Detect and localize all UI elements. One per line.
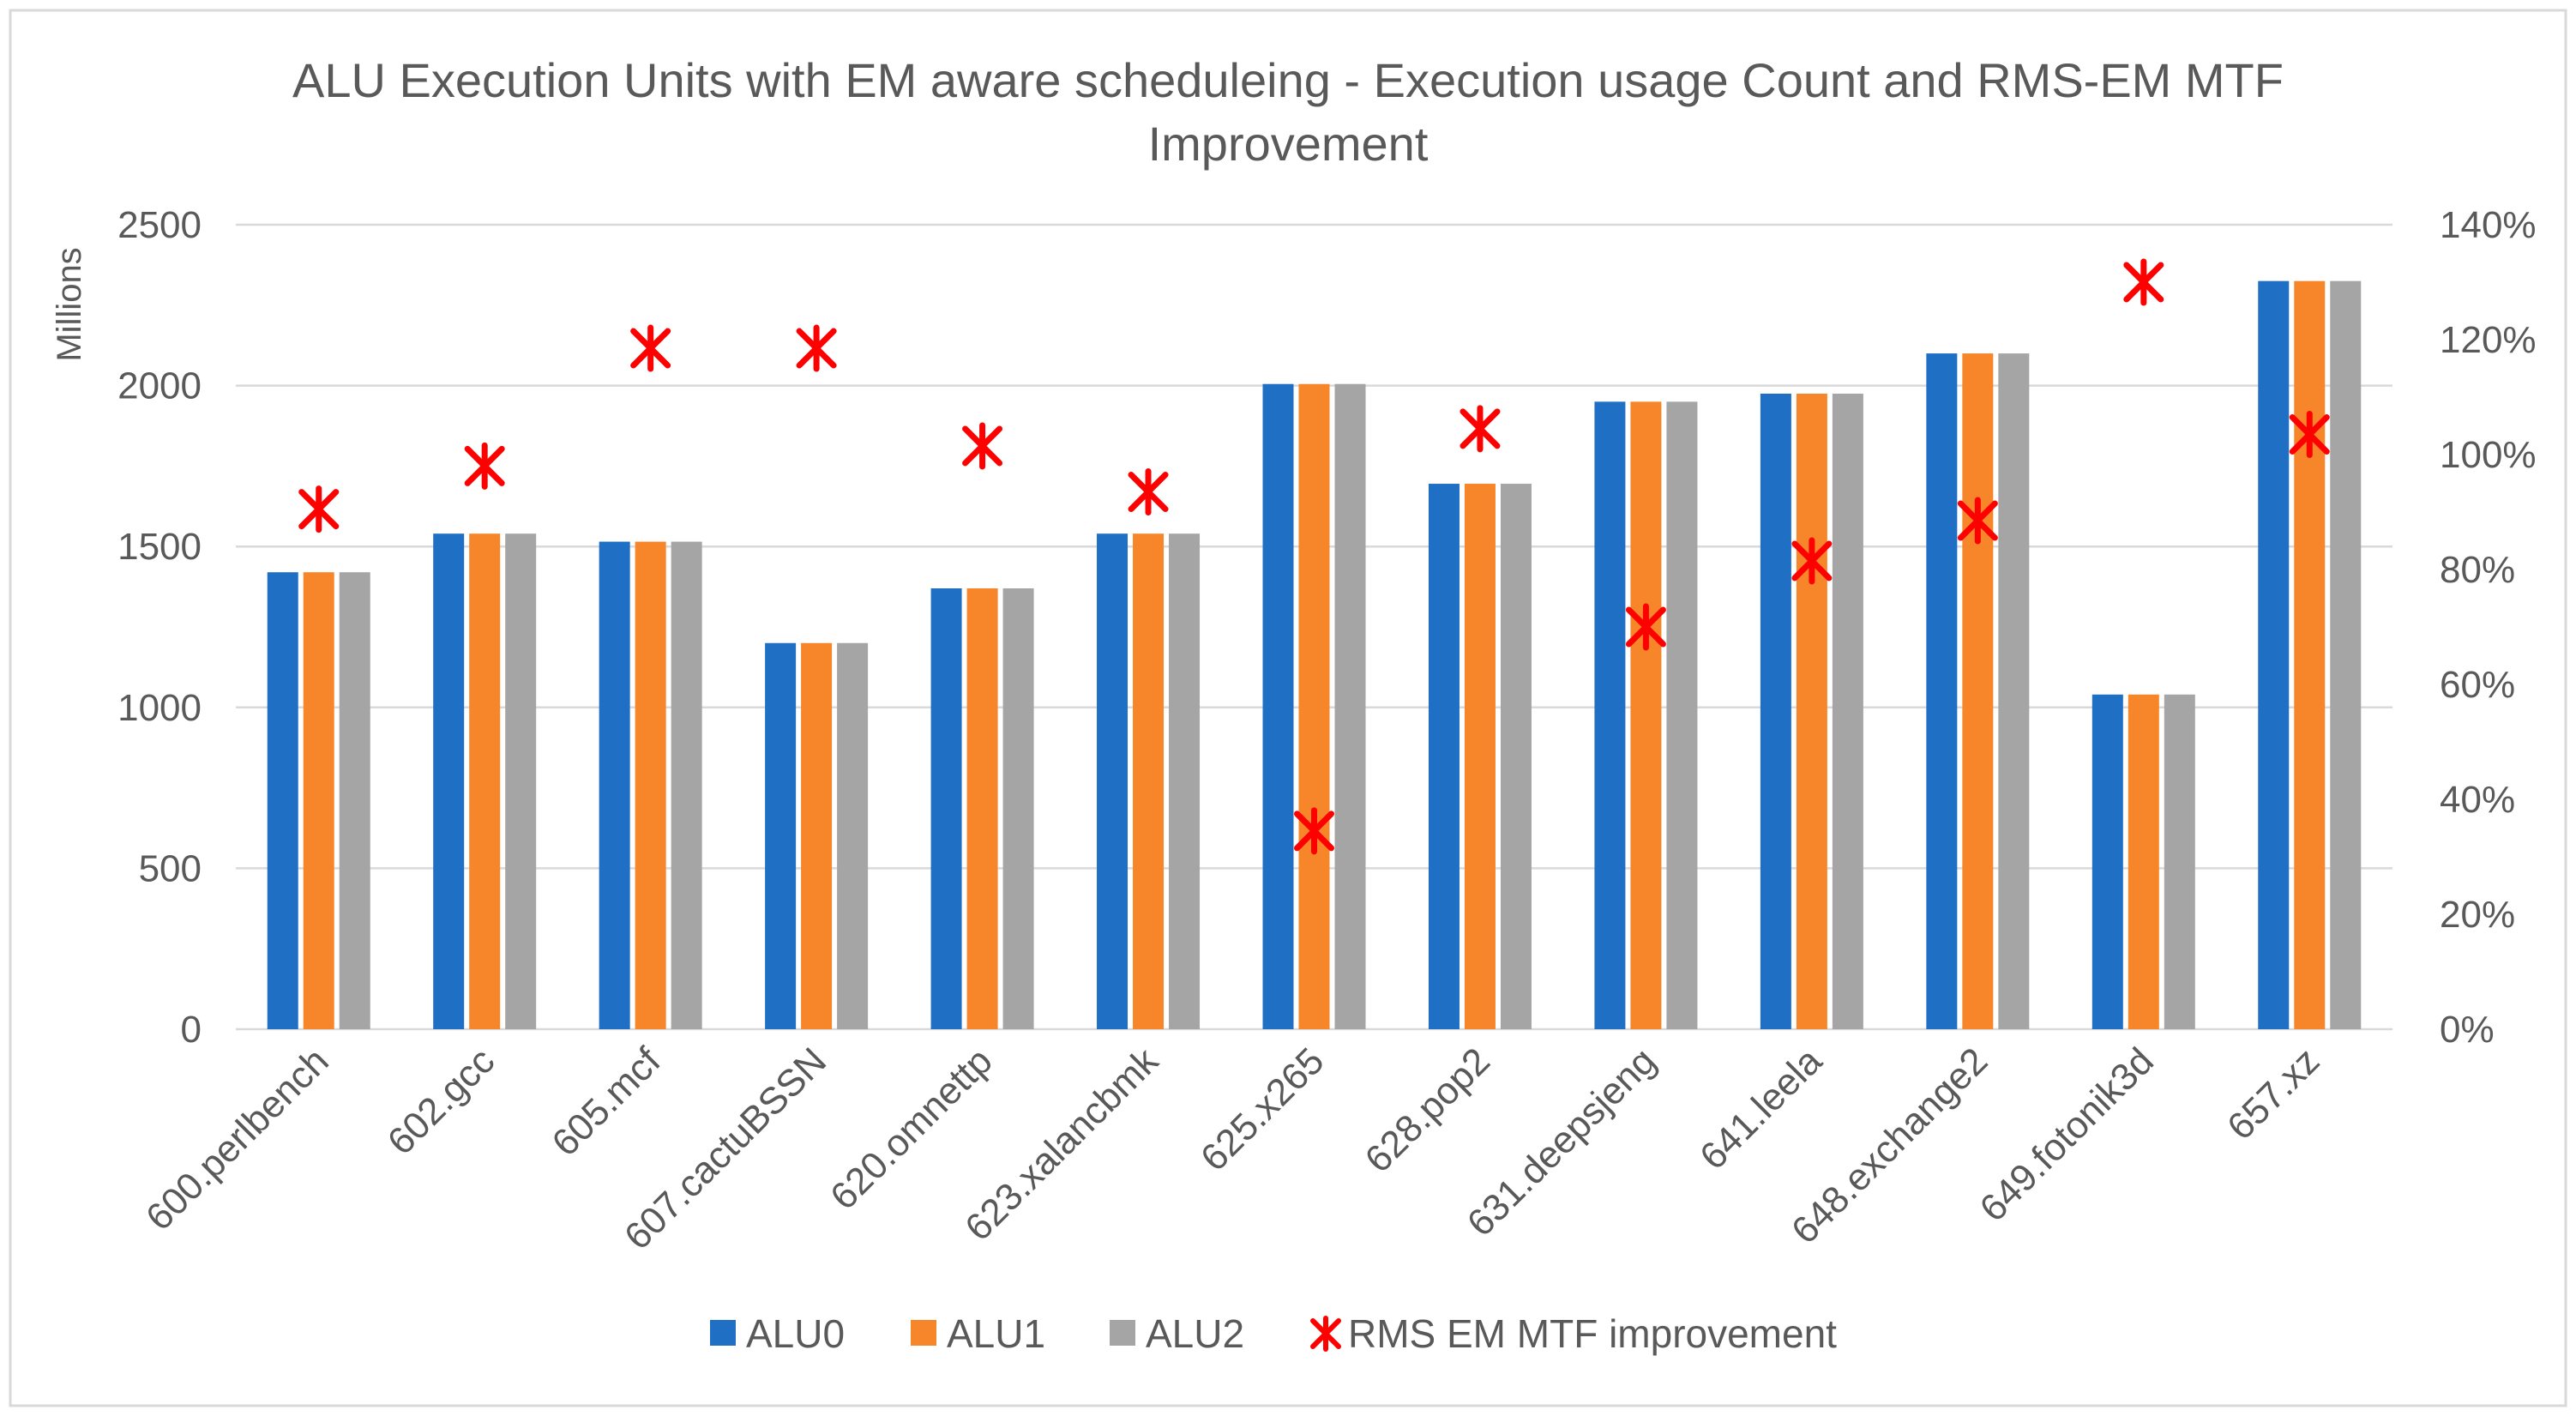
marker-rms-em-mtf bbox=[1791, 537, 1833, 585]
bar-alu1 bbox=[2128, 694, 2159, 1029]
y2-tick-label: 120% bbox=[2440, 319, 2537, 361]
marker-rms-em-mtf bbox=[796, 324, 837, 372]
bar-alu1 bbox=[1298, 383, 1330, 1029]
bar-alu0 bbox=[765, 642, 797, 1029]
bar-alu0 bbox=[599, 541, 630, 1029]
bar-alu1 bbox=[1464, 484, 1496, 1029]
marker-rms-em-mtf bbox=[630, 324, 671, 372]
bar-alu0 bbox=[1926, 353, 1958, 1030]
bar-alu1 bbox=[469, 533, 501, 1029]
marker-rms-em-mtf bbox=[1294, 807, 1334, 855]
bar-alu1 bbox=[801, 642, 833, 1029]
legend-label: ALU2 bbox=[1146, 1311, 1244, 1356]
bar-alu2 bbox=[2164, 694, 2195, 1029]
bar-alu2 bbox=[1832, 393, 1863, 1030]
bar-alu0 bbox=[1262, 383, 1294, 1029]
bar-alu2 bbox=[1334, 383, 1366, 1029]
marker-rms-em-mtf bbox=[464, 442, 505, 490]
markers bbox=[298, 258, 2330, 855]
bars bbox=[267, 280, 2362, 1030]
y2-tick-label: 140% bbox=[2440, 204, 2537, 246]
legend-label: ALU0 bbox=[746, 1311, 845, 1356]
y-axis-title: Millions bbox=[51, 247, 88, 361]
bar-alu2 bbox=[1169, 533, 1201, 1029]
bar-alu2 bbox=[837, 642, 869, 1029]
bar-alu1 bbox=[1630, 401, 1662, 1029]
bar-alu0 bbox=[433, 533, 465, 1029]
bar-alu0 bbox=[1428, 484, 1460, 1029]
legend-label: ALU1 bbox=[947, 1311, 1045, 1356]
bar-alu0 bbox=[1594, 401, 1626, 1029]
bar-alu2 bbox=[1998, 353, 2030, 1030]
legend: ALU0 ALU1 ALU2 RMS EM MTF improvement bbox=[710, 1311, 1837, 1356]
marker-rms-em-mtf bbox=[1957, 497, 1998, 545]
y-tick-label: 500 bbox=[139, 847, 202, 889]
bar-alu1 bbox=[1796, 393, 1827, 1030]
legend-marker bbox=[1310, 1316, 1341, 1352]
legend-item: ALU0 bbox=[710, 1311, 845, 1356]
legend-label: RMS EM MTF improvement bbox=[1348, 1311, 1837, 1356]
y-tick-label: 1500 bbox=[117, 526, 202, 568]
bar-alu2 bbox=[1500, 484, 1532, 1029]
bar-alu0 bbox=[1097, 533, 1129, 1029]
y-axis-right: 0% 20% 40% 60% 80% 100% 120% 140% bbox=[2440, 204, 2537, 1051]
legend-item: ALU1 bbox=[911, 1311, 1045, 1356]
bar-alu0 bbox=[930, 587, 962, 1029]
bar-alu1 bbox=[635, 541, 666, 1029]
chart-title-line: Improvement bbox=[1148, 117, 1429, 171]
legend-swatch bbox=[710, 1320, 736, 1346]
y-axis-left: 0 500 1000 1500 2000 2500 bbox=[117, 204, 202, 1051]
bar-alu1 bbox=[2294, 280, 2326, 1029]
bar-alu1 bbox=[966, 587, 998, 1029]
bar-alu0 bbox=[2258, 280, 2290, 1029]
chart-title: ALU Execution Units with EM aware schedu… bbox=[292, 53, 2284, 171]
y2-tick-label: 0% bbox=[2440, 1009, 2495, 1051]
marker-rms-em-mtf bbox=[962, 422, 1003, 470]
bar-alu2 bbox=[1666, 401, 1698, 1029]
y2-tick-label: 60% bbox=[2440, 664, 2515, 706]
bar-alu2 bbox=[505, 533, 537, 1029]
bar-alu1 bbox=[1133, 533, 1165, 1029]
y-tick-label: 2000 bbox=[117, 365, 202, 407]
bar-alu2 bbox=[671, 541, 702, 1029]
y2-tick-label: 80% bbox=[2440, 549, 2515, 591]
bar-alu2 bbox=[1002, 587, 1034, 1029]
y2-tick-label: 40% bbox=[2440, 779, 2515, 821]
y-tick-label: 2500 bbox=[117, 204, 202, 246]
marker-rms-em-mtf bbox=[1460, 405, 1501, 453]
marker-rms-em-mtf bbox=[1128, 468, 1169, 516]
bar-alu1 bbox=[1962, 353, 1994, 1030]
bar-alu0 bbox=[2091, 694, 2123, 1029]
legend-swatch bbox=[911, 1320, 936, 1346]
y2-tick-label: 100% bbox=[2440, 434, 2537, 476]
legend-item: ALU2 bbox=[1110, 1311, 1244, 1356]
y-tick-label: 0 bbox=[181, 1009, 202, 1051]
bar-alu1 bbox=[303, 572, 334, 1029]
marker-rms-em-mtf bbox=[298, 485, 340, 533]
y-tick-label: 1000 bbox=[117, 687, 202, 729]
chart-title-line: ALU Execution Units with EM aware schedu… bbox=[292, 53, 2284, 107]
y2-tick-label: 20% bbox=[2440, 894, 2515, 936]
bar-alu2 bbox=[339, 572, 370, 1029]
marker-rms-em-mtf bbox=[1625, 603, 1666, 651]
bar-alu0 bbox=[1760, 393, 1791, 1030]
legend-item: RMS EM MTF improvement bbox=[1310, 1311, 1837, 1356]
bar-alu2 bbox=[2330, 280, 2362, 1029]
marker-rms-em-mtf bbox=[2123, 258, 2164, 306]
bar-alu0 bbox=[267, 572, 298, 1029]
legend-swatch bbox=[1110, 1320, 1135, 1346]
marker-rms-em-mtf bbox=[2289, 411, 2330, 459]
